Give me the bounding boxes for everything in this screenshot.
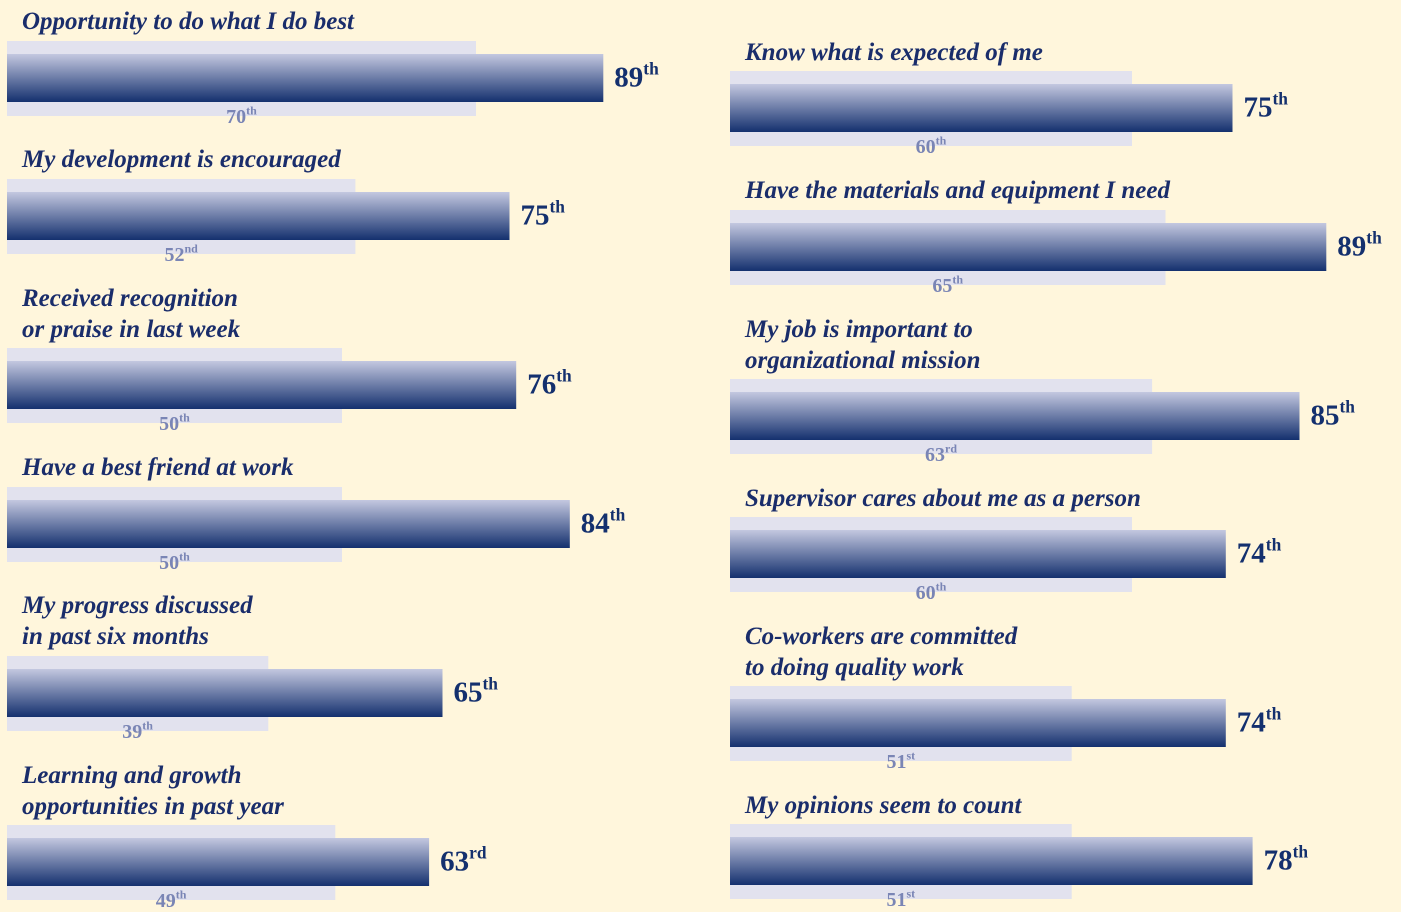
value-label: 85th: [1310, 396, 1355, 432]
value-label: 65th: [453, 673, 498, 709]
value-label: 78th: [1263, 841, 1309, 877]
front-bar: [730, 392, 1300, 440]
category-label: Have the materials and equipment I need: [745, 177, 1170, 204]
category-label: My development is encouraged: [22, 146, 341, 173]
front-bar: [7, 500, 570, 548]
category-label: Opportunity to do what I do best: [22, 8, 354, 35]
value-label: 84th: [580, 504, 626, 540]
value-label: 89th: [1337, 227, 1382, 263]
category-label: Have a best friend at work: [22, 454, 294, 481]
category-label: My job is important to organizational mi…: [745, 316, 981, 374]
front-bar: [730, 530, 1226, 578]
benchmark-label: 60th: [915, 579, 947, 604]
value-label: 75th: [520, 196, 565, 232]
front-bar: [7, 54, 604, 102]
benchmark-label: 50th: [159, 410, 190, 435]
value-label: 63rd: [440, 842, 487, 878]
front-bar: [730, 84, 1233, 132]
front-bar: [7, 192, 510, 240]
category-label: Learning and growth opportunities in pas…: [22, 762, 284, 820]
benchmark-label: 50th: [159, 549, 190, 574]
benchmark-label: 63rd: [925, 441, 958, 466]
value-label: 74th: [1236, 534, 1282, 570]
category-label: Received recognition or praise in last w…: [22, 285, 241, 343]
category-label: Co-workers are committed to doing qualit…: [745, 623, 1018, 681]
category-label: My progress discussed in past six months: [22, 592, 253, 650]
category-label: My opinions seem to count: [745, 792, 1022, 819]
value-label: 75th: [1243, 88, 1288, 124]
benchmark-label: 65th: [932, 272, 964, 297]
benchmark-label: 51st: [886, 748, 916, 773]
benchmark-label: 49th: [155, 887, 187, 912]
benchmark-label: 51st: [886, 886, 916, 911]
benchmark-label: 52nd: [164, 241, 198, 266]
category-label: Supervisor cares about me as a person: [745, 485, 1141, 512]
value-label: 76th: [527, 365, 572, 401]
front-bar: [7, 669, 443, 717]
front-bar: [7, 838, 430, 886]
benchmark-label: 60th: [915, 133, 947, 158]
front-bar: [730, 223, 1327, 271]
benchmark-label: 39th: [122, 718, 153, 743]
benchmark-label: 70th: [226, 103, 257, 128]
category-label: Know what is expected of me: [745, 39, 1043, 66]
value-label: 89th: [614, 58, 659, 94]
front-bar: [730, 699, 1226, 747]
front-bar: [730, 837, 1253, 885]
value-label: 74th: [1236, 703, 1282, 739]
front-bar: [7, 361, 517, 409]
